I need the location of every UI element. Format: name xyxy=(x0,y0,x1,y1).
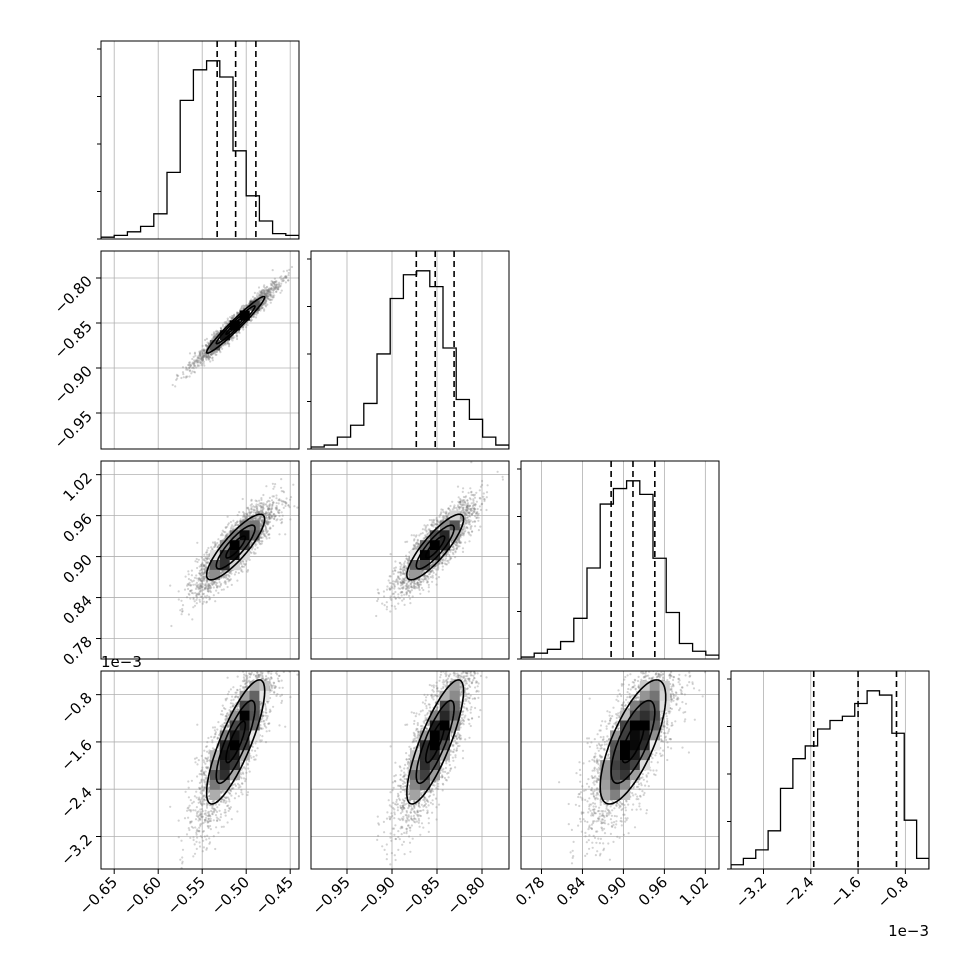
y-tick-label: 0.78 xyxy=(59,633,95,669)
y-tick-label: −0.90 xyxy=(51,362,96,407)
histogram-step-1 xyxy=(311,270,509,449)
x-tick-label: 0.78 xyxy=(512,873,548,909)
x-tick-label: −0.90 xyxy=(354,873,399,918)
panel-contents xyxy=(171,257,299,388)
x-tick-label: 0.84 xyxy=(553,873,589,909)
contour-0 xyxy=(225,535,247,559)
x-tick-label: −0.55 xyxy=(164,873,209,918)
contour-1 xyxy=(215,699,256,785)
density-cells xyxy=(410,680,460,800)
histogram-step-0 xyxy=(101,60,299,239)
contour-1 xyxy=(415,524,455,570)
contour-2 xyxy=(205,513,266,581)
contour-0 xyxy=(621,720,645,764)
x-tick-label: −0.45 xyxy=(252,873,297,918)
y-tick-label: −0.95 xyxy=(51,407,96,452)
x-tick-label: −0.65 xyxy=(76,873,121,918)
x-tick-label: −2.4 xyxy=(779,873,817,911)
x-tick-label: −0.50 xyxy=(208,873,253,918)
panel-frame xyxy=(310,250,510,450)
x-tick-label: −3.2 xyxy=(732,873,770,911)
contour-2 xyxy=(406,513,465,581)
x-tick-label: −1.6 xyxy=(826,873,864,911)
y-tick-label: 0.90 xyxy=(59,551,95,587)
x-offset-label: 1e−3 xyxy=(888,922,929,940)
panel-frame xyxy=(100,670,300,870)
y-tick-label: 1.02 xyxy=(59,469,95,505)
contour-2 xyxy=(599,679,667,805)
contour-2 xyxy=(406,679,465,805)
histogram-step-3 xyxy=(731,690,929,869)
x-tick-label: −0.95 xyxy=(309,873,354,918)
y-tick-label: −0.80 xyxy=(51,272,96,317)
panel-contents xyxy=(558,671,707,865)
scatter-panel-2-1 xyxy=(310,460,510,660)
panel-contents xyxy=(376,671,488,866)
y-tick-label: −1.6 xyxy=(57,736,95,774)
x-tick-label: −0.60 xyxy=(120,873,165,918)
contour-0 xyxy=(225,314,247,335)
x-tick-label: −0.8 xyxy=(874,873,912,911)
x-tick-label: −0.80 xyxy=(444,873,489,918)
hist-panel-1 xyxy=(307,250,510,450)
y-tick-label: −3.2 xyxy=(57,831,95,869)
contour-0 xyxy=(424,535,446,559)
scatter-panel-3-2 xyxy=(520,670,720,870)
contour-2 xyxy=(205,295,266,354)
hist-panel-0 xyxy=(97,40,300,240)
hist-panel-3 xyxy=(727,670,930,870)
contour-0 xyxy=(424,720,446,764)
scatter-panel-3-1 xyxy=(310,670,510,870)
x-tick-label: 1.02 xyxy=(676,873,712,909)
contour-0 xyxy=(225,720,247,764)
panel-frame xyxy=(100,250,300,450)
contour-2 xyxy=(205,679,266,805)
contour-1 xyxy=(415,699,455,785)
x-tick-label: −0.85 xyxy=(399,873,444,918)
x-tick-label: 0.96 xyxy=(635,873,671,909)
y-tick-label: 0.96 xyxy=(59,510,95,546)
contour-1 xyxy=(215,305,256,345)
scatter-panel-3-0 xyxy=(100,670,300,870)
panel-frame xyxy=(100,40,300,240)
contour-1 xyxy=(215,524,256,570)
panel-contents xyxy=(169,671,299,869)
x-tick-label: 0.90 xyxy=(594,873,630,909)
panel-frame xyxy=(310,460,510,660)
y-offset-label: 1e−3 xyxy=(101,653,142,671)
panel-frame xyxy=(520,670,720,870)
contour-1 xyxy=(610,699,656,785)
hist-panel-2 xyxy=(517,460,720,660)
panel-frame xyxy=(310,670,510,870)
panel-frame xyxy=(730,670,930,870)
y-tick-label: −0.85 xyxy=(51,317,96,362)
y-tick-label: 0.84 xyxy=(59,592,95,628)
y-tick-label: −2.4 xyxy=(57,783,95,821)
panel-contents xyxy=(375,461,504,618)
scatter-panel-1-0 xyxy=(100,250,300,450)
panel-frame xyxy=(100,460,300,660)
panel-frame xyxy=(520,460,720,660)
histogram-step-2 xyxy=(521,480,719,659)
scatter-panel-2-0 xyxy=(100,460,300,660)
y-tick-label: −0.8 xyxy=(57,689,95,727)
panel-contents xyxy=(169,478,299,628)
